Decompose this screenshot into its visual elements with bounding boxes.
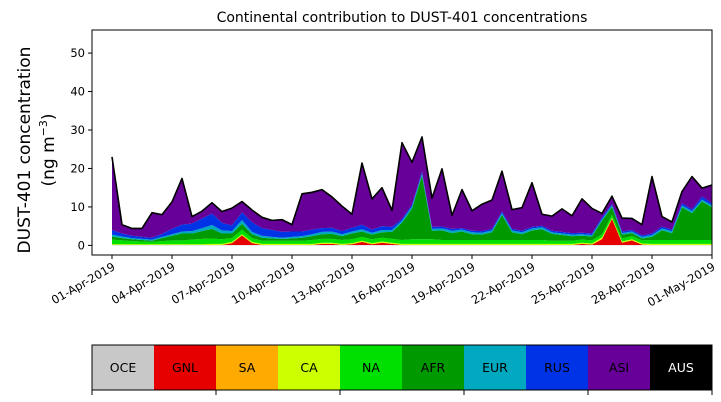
legend-swatch-asi xyxy=(588,345,651,390)
y-tick-label: 40 xyxy=(70,85,85,99)
chart-title: Continental contribution to DUST-401 con… xyxy=(217,10,588,26)
y-axis-label-superscript: −3 xyxy=(37,120,50,136)
legend-label-oce: OCE xyxy=(110,360,137,375)
area-series-rus xyxy=(112,171,712,240)
total-outline-line xyxy=(111,136,713,230)
legend-swatch-sa xyxy=(216,345,279,390)
legend-swatch-afr xyxy=(402,345,465,390)
x-tick-label: 04-Apr-2019 xyxy=(109,259,178,307)
x-tick-label: 16-Apr-2019 xyxy=(349,259,418,307)
legend-frame xyxy=(91,344,713,391)
legend-label-ca: CA xyxy=(300,360,318,375)
y-axis-label: DUST-401 concentration (ng m−3) xyxy=(15,47,59,254)
y-tick-label: 20 xyxy=(70,161,85,175)
area-series-na xyxy=(112,214,712,245)
y-tick-label: 10 xyxy=(70,200,85,214)
axes: 0 10 20 30 40 50 01-Apr-201904-Apr-201907-Apr-… xyxy=(49,29,718,309)
x-tick-label: 19-Apr-2019 xyxy=(409,259,478,307)
legend-label-rus: RUS xyxy=(544,360,570,375)
legend-label-sa: SA xyxy=(239,360,256,375)
legend-swatch-gnl xyxy=(154,345,217,390)
legend-swatch-ca xyxy=(278,345,341,390)
legend-swatch-na xyxy=(340,345,403,390)
x-tick-label: 22-Apr-2019 xyxy=(469,259,538,307)
legend-label-eur: EUR xyxy=(482,360,508,375)
x-tick-label: 10-Apr-2019 xyxy=(229,259,298,307)
y-axis-label-prefix: (ng m xyxy=(39,136,59,186)
y-axis-label-line2: (ng m−3) xyxy=(37,113,59,186)
x-tick-label: 25-Apr-2019 xyxy=(529,259,598,307)
x-tick-label: 07-Apr-2019 xyxy=(169,259,238,307)
y-tick-label: 30 xyxy=(70,123,85,137)
legend-swatch-aus xyxy=(650,345,713,390)
area-series-afr xyxy=(112,175,712,242)
plot-area xyxy=(111,136,713,246)
legend-label-afr: AFR xyxy=(421,360,446,375)
legend-swatch-rus xyxy=(526,345,589,390)
legend-label-gnl: GNL xyxy=(172,360,198,375)
x-tick-label: 01-Apr-2019 xyxy=(49,259,118,307)
y-tick-label: 50 xyxy=(70,46,85,60)
y-axis-label-suffix: ) xyxy=(39,113,59,120)
axes-frame xyxy=(91,29,713,256)
x-tick-label: 13-Apr-2019 xyxy=(289,259,358,307)
y-tick-label: 0 xyxy=(78,238,85,252)
colorbar-legend: OCE GNL SA CA NA AFR EUR RUS ASI AUS xyxy=(91,344,713,395)
legend-label-asi: ASI xyxy=(609,360,629,375)
y-axis-label-line1: DUST-401 concentration xyxy=(15,47,35,254)
area-series-eur xyxy=(112,173,712,241)
area-series-asi xyxy=(112,136,712,238)
legend-swatch-eur xyxy=(464,345,527,390)
x-tick-label: 01-May-2019 xyxy=(645,259,718,309)
legend-label-na: NA xyxy=(362,360,380,375)
legend-swatch-oce xyxy=(92,345,155,390)
legend-label-aus: AUS xyxy=(668,360,694,375)
